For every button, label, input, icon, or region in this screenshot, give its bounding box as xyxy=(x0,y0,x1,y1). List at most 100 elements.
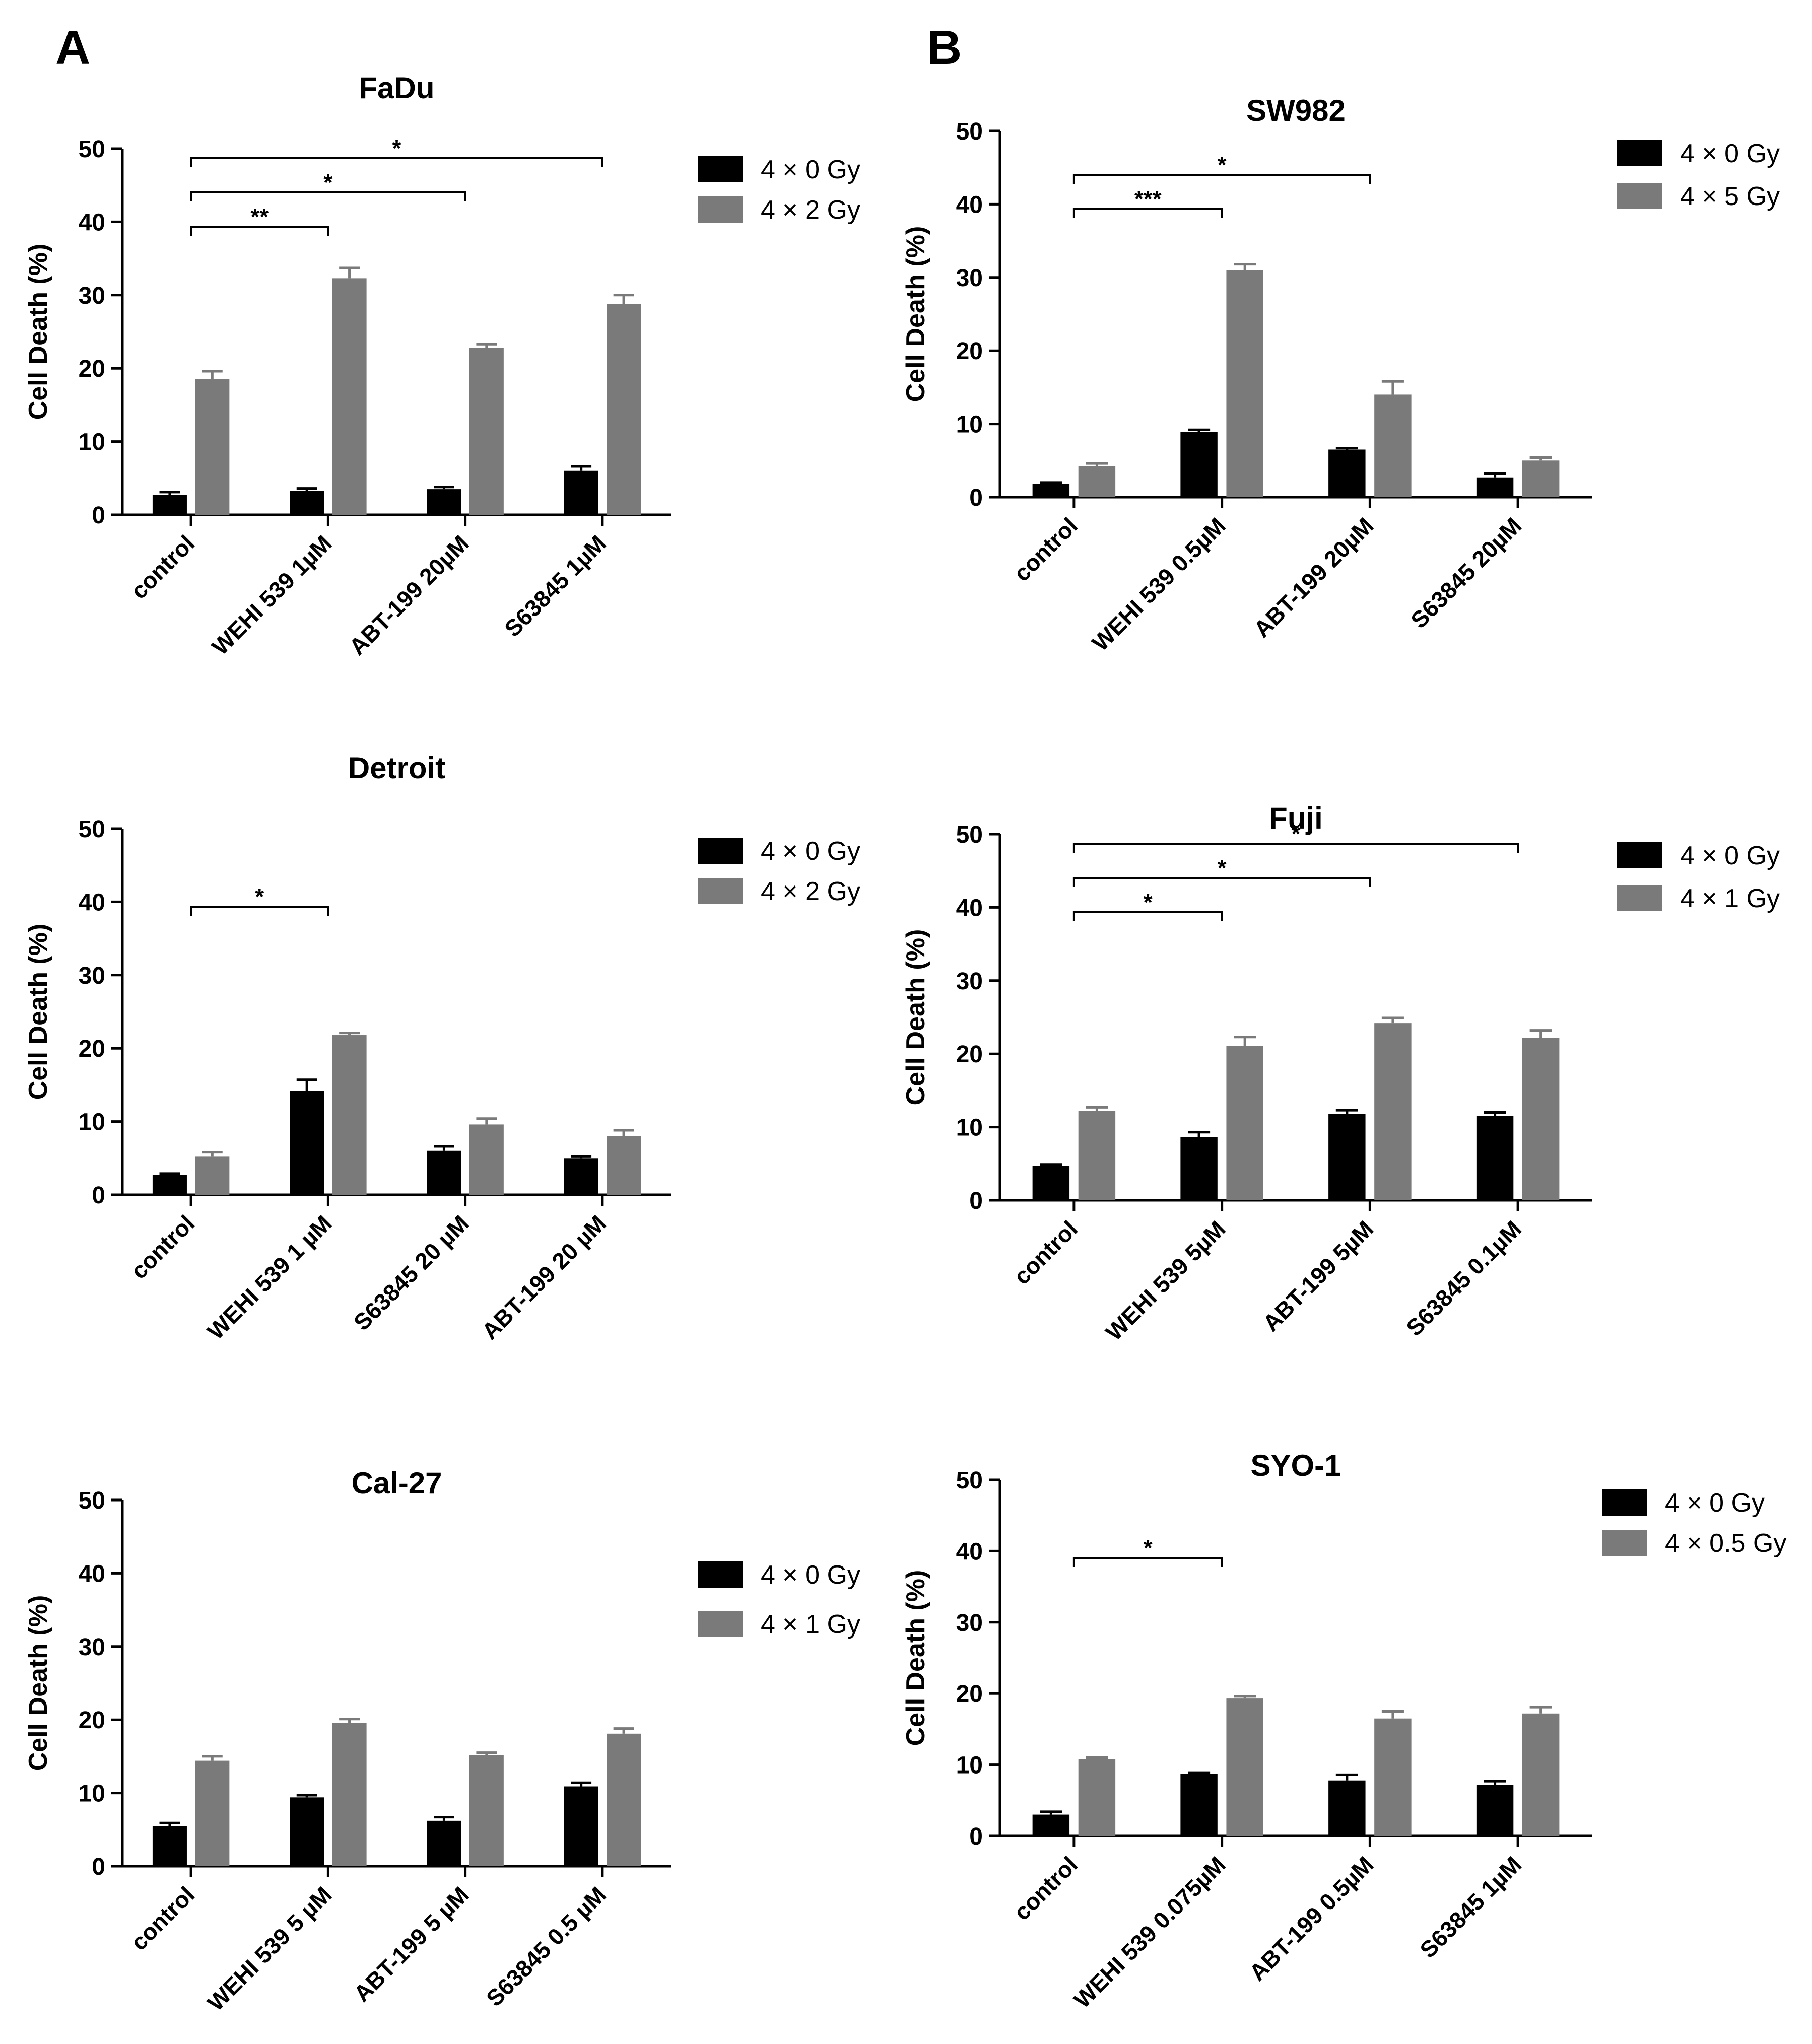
x-tick-label: WEHI 539 0.075µM xyxy=(1068,1851,1230,2013)
bar-dark xyxy=(152,495,187,515)
chart-1: SW982 0 10 20 30 40 50 Cell Death (%) control WEH… xyxy=(901,94,1780,656)
chart-title: FaDu xyxy=(359,71,435,105)
x-tick-label: S63845 20 µM xyxy=(349,1210,474,1335)
bar-dark xyxy=(1032,1166,1070,1200)
chart-0: FaDu 0 10 20 30 40 50 Cell Death (%) control WEHI… xyxy=(24,71,860,660)
legend-swatch xyxy=(1602,1530,1647,1556)
x-tick-label: WEHI 539 5µM xyxy=(1101,1215,1231,1345)
y-tick-label: 0 xyxy=(92,502,105,529)
y-tick-label: 50 xyxy=(956,1467,983,1494)
significance-marker: * xyxy=(392,135,401,161)
bar-gray xyxy=(469,1754,504,1866)
legend-label: 4 × 0 Gy xyxy=(761,837,860,866)
significance-marker: * xyxy=(323,169,332,195)
legend-label: 4 × 1 Gy xyxy=(1680,884,1780,913)
legend-swatch xyxy=(698,878,743,904)
bar-dark xyxy=(152,1826,187,1866)
significance-bracket xyxy=(1072,208,1223,218)
bar-gray xyxy=(332,1723,367,1866)
bar-dark xyxy=(1032,484,1070,497)
significance-bracket xyxy=(1072,1557,1223,1567)
bar-dark xyxy=(1032,1814,1070,1836)
bar-dark xyxy=(152,1175,187,1195)
chart-2: Detroit 0 10 20 30 40 50 Cell Death (%) control W… xyxy=(24,751,860,1344)
y-tick-label: 30 xyxy=(79,1634,105,1661)
significance-bracket xyxy=(190,157,603,167)
y-axis-label: Cell Death (%) xyxy=(901,1570,930,1746)
x-tick-label: S63845 1µM xyxy=(1415,1851,1526,1963)
bar-gray xyxy=(1374,1023,1412,1200)
bar-dark xyxy=(427,1820,461,1866)
y-tick-label: 30 xyxy=(956,968,983,995)
y-tick-label: 10 xyxy=(956,1752,983,1779)
x-tick-label: WEHI 539 1µM xyxy=(207,530,337,660)
bar-dark xyxy=(1476,1785,1514,1836)
significance-marker: * xyxy=(1144,889,1153,915)
y-tick-label: 40 xyxy=(79,889,105,916)
x-tick-label: WEHI 539 1 µM xyxy=(202,1210,337,1344)
legend-label: 4 × 0 Gy xyxy=(761,155,860,184)
panel-label-b: B xyxy=(927,21,962,75)
legend-label: 4 × 0 Gy xyxy=(1680,139,1780,168)
chart-5: SYO-1 0 10 20 30 40 50 Cell Death (%) controlWEH… xyxy=(901,1449,1786,2013)
bar-dark xyxy=(427,1150,461,1195)
y-tick-label: 50 xyxy=(956,118,983,145)
bar-gray xyxy=(195,379,230,515)
bar-gray xyxy=(332,1035,367,1195)
chart-title: Fuji xyxy=(1269,801,1323,835)
y-tick-label: 0 xyxy=(969,1188,983,1214)
legend-swatch xyxy=(1617,140,1662,166)
y-tick-label: 0 xyxy=(969,485,983,511)
legend-label: 4 × 0 Gy xyxy=(761,1560,860,1590)
bar-gray xyxy=(1078,1111,1116,1200)
legend-swatch xyxy=(1617,842,1662,868)
significance-bracket xyxy=(1072,843,1519,853)
y-tick-label: 20 xyxy=(79,356,105,382)
y-tick-label: 0 xyxy=(92,1854,105,1880)
legend-swatch xyxy=(1602,1489,1647,1516)
bar-dark xyxy=(564,470,598,515)
bar-dark xyxy=(290,1091,324,1195)
significance-marker: * xyxy=(1218,152,1227,178)
significance-bracket xyxy=(190,906,329,916)
chart-title: SYO-1 xyxy=(1250,1449,1341,1482)
panel-label-a: A xyxy=(55,21,91,75)
y-tick-label: 30 xyxy=(956,265,983,292)
bar-dark xyxy=(290,491,324,515)
y-tick-label: 50 xyxy=(79,816,105,843)
x-tick-label: S63845 1µM xyxy=(499,530,611,642)
bar-gray xyxy=(195,1156,230,1195)
significance-bracket xyxy=(190,226,329,236)
x-tick-label: ABT-199 5µM xyxy=(1258,1215,1379,1336)
significance-marker: ** xyxy=(250,203,269,230)
y-axis-label: Cell Death (%) xyxy=(901,226,930,402)
x-tick-label: S63845 20µM xyxy=(1405,512,1526,633)
bar-gray xyxy=(1522,1713,1560,1836)
bar-gray xyxy=(1226,1698,1263,1836)
legend-swatch xyxy=(698,156,743,182)
bar-gray xyxy=(332,278,367,515)
x-tick-label: WEHI 539 5 µM xyxy=(202,1881,337,2016)
bar-gray xyxy=(1078,1759,1116,1836)
significance-marker: * xyxy=(255,883,264,910)
y-tick-label: 20 xyxy=(79,1707,105,1734)
bar-dark xyxy=(427,489,461,515)
bar-gray xyxy=(1078,466,1116,497)
y-tick-label: 10 xyxy=(956,412,983,438)
legend-swatch xyxy=(698,196,743,223)
bar-gray xyxy=(195,1760,230,1866)
bar-gray xyxy=(1226,270,1263,497)
legend-label: 4 × 2 Gy xyxy=(761,877,860,906)
significance-bracket xyxy=(1072,911,1223,921)
y-tick-label: 40 xyxy=(956,1538,983,1565)
bar-gray xyxy=(607,304,641,515)
bar-gray xyxy=(469,1124,504,1195)
significance-marker: * xyxy=(1292,821,1301,847)
y-tick-label: 20 xyxy=(956,1041,983,1068)
y-tick-label: 10 xyxy=(79,1109,105,1136)
x-tick-label: ABT-199 20µM xyxy=(344,530,474,660)
y-tick-label: 0 xyxy=(969,1823,983,1850)
significance-bracket xyxy=(190,191,466,201)
